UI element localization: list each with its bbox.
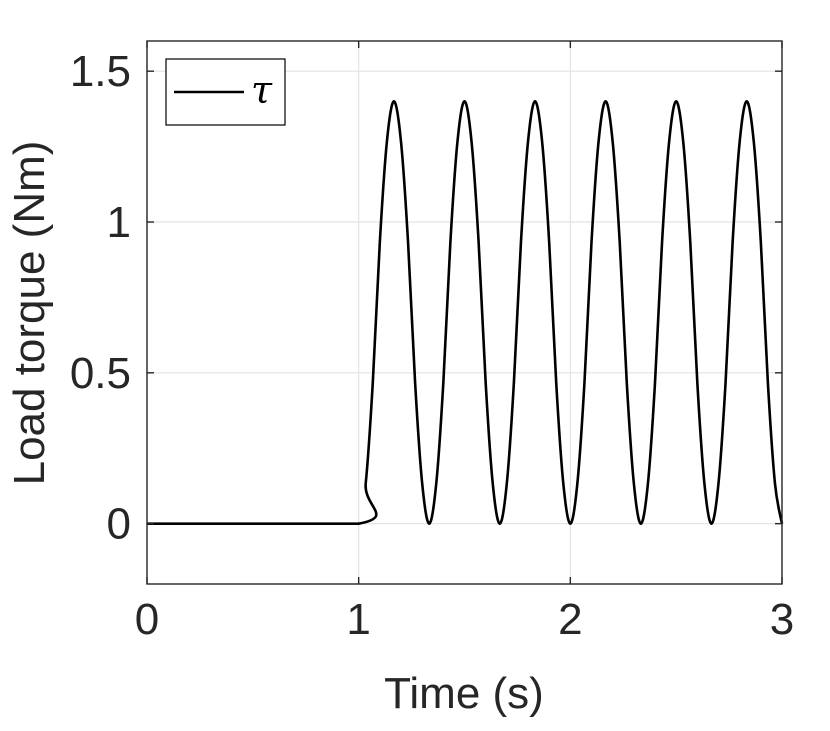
y-axis-title: Load torque (Nm) (5, 141, 54, 486)
y-tick-label: 1.5 (70, 47, 131, 96)
axes-box (146, 40, 783, 585)
series-line-tau (147, 100, 784, 525)
tick-labels: 0 1 2 3 0 0.5 1 1.5 (70, 47, 794, 644)
x-tick-label: 1 (346, 595, 370, 644)
x-axis-title: Time (s) (384, 669, 544, 718)
axes-frame (146, 40, 783, 585)
x-tick-label: 3 (770, 595, 794, 644)
series-layer (147, 100, 784, 525)
x-tick-label: 0 (135, 595, 159, 644)
x-tick-label: 2 (558, 595, 582, 644)
y-tick-label: 0 (107, 500, 131, 549)
y-tick-label: 0.5 (70, 349, 131, 398)
plot-area (147, 41, 782, 584)
legend-label-tau: τ (251, 68, 273, 112)
legend: τ (165, 58, 286, 126)
y-tick-label: 1 (107, 198, 131, 247)
